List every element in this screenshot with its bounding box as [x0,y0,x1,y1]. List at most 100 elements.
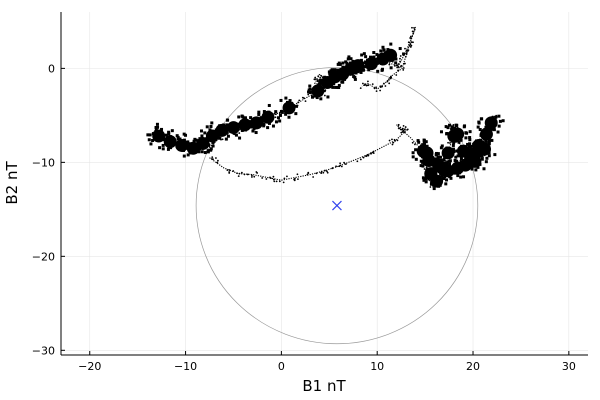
data-point [229,129,233,133]
data-point [203,151,207,155]
data-point [251,129,255,133]
data-points-layer [146,26,505,191]
data-point [266,115,270,119]
data-point [442,158,446,162]
data-point [479,149,483,153]
data-point [445,149,449,153]
data-point [308,91,312,95]
data-point [323,75,327,79]
data-point [424,172,428,176]
data-point [333,76,337,80]
data-point [456,132,460,136]
data-point [489,128,493,132]
data-point [372,58,376,62]
data-point [146,133,150,137]
data-point [438,183,442,187]
data-point [222,123,226,127]
x-tick-label: 20 [466,360,480,373]
data-point [259,116,263,120]
data-point [424,177,428,181]
data-point [411,151,415,155]
data-point [427,153,431,157]
data-point [394,139,397,142]
data-point [226,134,230,138]
data-point [444,171,448,175]
data-point [449,142,451,144]
data-point [236,172,238,175]
data-point [363,84,366,86]
data-point [452,150,456,154]
data-point [463,150,467,154]
data-point [294,112,298,116]
data-point [318,81,322,85]
data-point [306,173,309,176]
data-point [424,153,428,157]
data-point [452,141,456,145]
data-point [461,152,465,156]
data-point [331,167,334,170]
data-point [217,159,219,162]
data-point [209,134,213,138]
data-point [482,136,486,140]
data-point [388,78,390,81]
data-point [387,53,391,57]
data-point [411,155,415,159]
data-point [439,146,443,150]
data-point [443,155,447,159]
data-point [206,142,210,146]
data-point [450,151,454,155]
trajectory-series-1 [146,26,417,158]
data-point [201,144,205,148]
data-point [164,141,168,145]
data-point [477,150,481,154]
data-point [273,112,276,115]
data-point [397,127,400,130]
data-point [192,139,196,143]
data-point [475,151,479,155]
data-point [466,158,470,162]
data-point [218,136,222,140]
data-point [154,129,158,133]
data-point [283,177,286,180]
data-point [267,110,271,114]
data-point [417,140,421,144]
data-point [284,96,288,100]
data-point [354,61,358,65]
data-point [444,161,448,165]
data-point [216,161,219,164]
data-point [275,113,277,116]
data-point [262,110,266,114]
data-point [423,168,426,170]
data-point [405,49,408,52]
data-point [197,145,201,149]
data-point [459,169,463,173]
data-point [410,41,413,44]
data-point [274,110,278,114]
data-point [386,80,389,83]
data-point [160,127,164,131]
data-point [380,54,384,58]
data-point [278,180,281,183]
data-point [340,73,344,77]
data-point [275,180,278,183]
x-tick-label: 10 [370,360,384,373]
data-point [181,148,185,152]
data-point [244,128,248,132]
data-point [434,157,438,161]
data-point [413,28,416,31]
data-point [216,135,220,139]
data-point [272,175,275,178]
data-point [365,84,368,87]
data-point [172,140,176,144]
data-point [450,125,454,129]
data-point [464,156,468,160]
data-point [167,132,171,136]
data-point [209,147,213,151]
data-point [358,62,362,66]
data-point [249,116,253,120]
data-point [475,158,479,162]
y-tick-label: −20 [32,250,55,263]
data-point [454,163,458,167]
data-point [170,129,174,133]
data-point [442,170,446,174]
